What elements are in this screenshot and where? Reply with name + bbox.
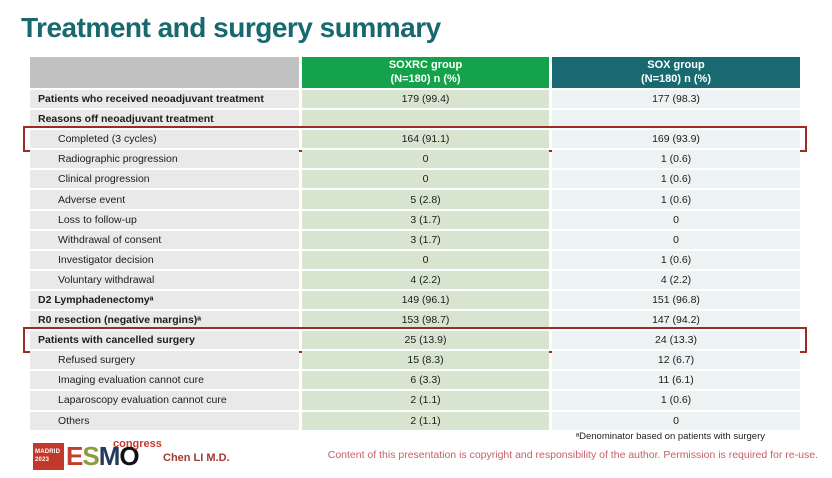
sox-value: 1 (0.6) bbox=[552, 190, 800, 209]
table-row: Completed (3 cycles) 164 (91.1) 169 (93.… bbox=[23, 126, 807, 153]
congress-label: congress bbox=[113, 438, 162, 450]
soxrc-value bbox=[302, 110, 549, 129]
table-row: Investigator decision 0 1 (0.6) bbox=[30, 250, 800, 269]
madrid-2023-badge: MADRID 2023 bbox=[33, 443, 64, 470]
soxrc-value: 15 (8.3) bbox=[302, 351, 549, 370]
row-label: Adverse event bbox=[30, 190, 299, 209]
row-label: Imaging evaluation cannot cure bbox=[30, 371, 299, 390]
soxrc-value: 2 (1.1) bbox=[302, 391, 549, 410]
esmo-congress-logo: MADRID 2023 ESMO congress bbox=[33, 438, 193, 474]
row-label: Radiographic progression bbox=[30, 150, 299, 169]
table-row: Clinical progression 0 1 (0.6) bbox=[30, 170, 800, 189]
row-label: R0 resection (negative margins)ᵃ bbox=[30, 311, 299, 330]
header-cell-empty bbox=[30, 57, 299, 88]
row-label: Patients with cancelled surgery bbox=[30, 331, 299, 350]
header-cell-soxrc-group: SOXRC group (N=180) n (%) bbox=[302, 57, 549, 88]
soxrc-value: 3 (1.7) bbox=[302, 230, 549, 249]
sox-value: 1 (0.6) bbox=[552, 150, 800, 169]
header-cell-sox-group: SOX group (N=180) n (%) bbox=[552, 57, 800, 88]
row-label: Refused surgery bbox=[30, 351, 299, 370]
soxrc-value: 164 (91.1) bbox=[302, 130, 549, 149]
soxrc-value: 5 (2.8) bbox=[302, 190, 549, 209]
sox-value: 4 (2.2) bbox=[552, 270, 800, 289]
soxrc-value: 4 (2.2) bbox=[302, 270, 549, 289]
table-row: Voluntary withdrawal 4 (2.2) 4 (2.2) bbox=[30, 270, 800, 289]
soxrc-value: 0 bbox=[302, 250, 549, 269]
soxrc-value: 153 (98.7) bbox=[302, 311, 549, 330]
table-row: Refused surgery 15 (8.3) 12 (6.7) bbox=[30, 351, 800, 370]
table-row: Loss to follow-up 3 (1.7) 0 bbox=[30, 210, 800, 229]
sox-value: 1 (0.6) bbox=[552, 250, 800, 269]
sox-value: 0 bbox=[552, 230, 800, 249]
sox-value: 24 (13.3) bbox=[552, 331, 800, 350]
table-header-row: SOXRC group (N=180) n (%) SOX group (N=1… bbox=[30, 57, 800, 88]
soxrc-value: 3 (1.7) bbox=[302, 210, 549, 229]
soxrc-value: 0 bbox=[302, 150, 549, 169]
table-row: Withdrawal of consent 3 (1.7) 0 bbox=[30, 230, 800, 249]
row-label: Laparoscopy evaluation cannot cure bbox=[30, 391, 299, 410]
sox-value: 151 (96.8) bbox=[552, 290, 800, 310]
sox-value: 177 (98.3) bbox=[552, 90, 800, 109]
row-label: Others bbox=[30, 411, 299, 430]
table-row: Laparoscopy evaluation cannot cure 2 (1.… bbox=[30, 391, 800, 410]
sox-value: 1 (0.6) bbox=[552, 391, 800, 410]
soxrc-value: 179 (99.4) bbox=[302, 90, 549, 109]
summary-table: SOXRC group (N=180) n (%) SOX group (N=1… bbox=[23, 57, 807, 432]
row-label: Voluntary withdrawal bbox=[30, 270, 299, 289]
sox-value: 147 (94.2) bbox=[552, 311, 800, 330]
sox-value: 169 (93.9) bbox=[552, 130, 800, 149]
table-body: Patients who received neoadjuvant treatm… bbox=[23, 90, 807, 430]
row-label: Investigator decision bbox=[30, 250, 299, 269]
sox-value bbox=[552, 110, 800, 129]
author-name: Chen LI M.D. bbox=[163, 452, 230, 464]
soxrc-value: 0 bbox=[302, 170, 549, 189]
table-row: Radiographic progression 0 1 (0.6) bbox=[30, 150, 800, 169]
copyright-notice: Content of this presentation is copyrigh… bbox=[327, 449, 818, 461]
table-row: D2 Lymphadenectomyᵃ 149 (96.1) 151 (96.8… bbox=[30, 290, 800, 310]
table-row: Patients who received neoadjuvant treatm… bbox=[30, 90, 800, 109]
slide-title: Treatment and surgery summary bbox=[21, 12, 441, 43]
soxrc-value: 25 (13.9) bbox=[302, 331, 549, 350]
row-label: D2 Lymphadenectomyᵃ bbox=[30, 290, 299, 310]
sox-value: 11 (6.1) bbox=[552, 371, 800, 390]
row-label: Withdrawal of consent bbox=[30, 230, 299, 249]
row-label: Patients who received neoadjuvant treatm… bbox=[30, 90, 299, 109]
badge-city: MADRID bbox=[35, 448, 61, 455]
sox-value: 0 bbox=[552, 210, 800, 229]
table-row: Imaging evaluation cannot cure 6 (3.3) 1… bbox=[30, 371, 800, 390]
table-row: Others 2 (1.1) 0 bbox=[30, 411, 800, 430]
sox-value: 1 (0.6) bbox=[552, 170, 800, 189]
badge-year: 2023 bbox=[35, 456, 50, 463]
table-row: Reasons off neoadjuvant treatment bbox=[30, 110, 800, 129]
row-label: Reasons off neoadjuvant treatment bbox=[30, 110, 299, 129]
table-row: Patients with cancelled surgery 25 (13.9… bbox=[23, 327, 807, 354]
soxrc-value: 149 (96.1) bbox=[302, 290, 549, 310]
sox-value: 0 bbox=[552, 411, 800, 430]
table-row: Adverse event 5 (2.8) 1 (0.6) bbox=[30, 190, 800, 209]
esmo-wordmark: ESMO bbox=[66, 441, 140, 471]
sox-value: 12 (6.7) bbox=[552, 351, 800, 370]
table-footnote: ᵃDenominator based on patients with surg… bbox=[575, 431, 765, 442]
row-label: Loss to follow-up bbox=[30, 210, 299, 229]
soxrc-value: 2 (1.1) bbox=[302, 411, 549, 430]
soxrc-value: 6 (3.3) bbox=[302, 371, 549, 390]
row-label: Completed (3 cycles) bbox=[30, 130, 299, 149]
table-row: R0 resection (negative margins)ᵃ 153 (98… bbox=[30, 311, 800, 330]
row-label: Clinical progression bbox=[30, 170, 299, 189]
